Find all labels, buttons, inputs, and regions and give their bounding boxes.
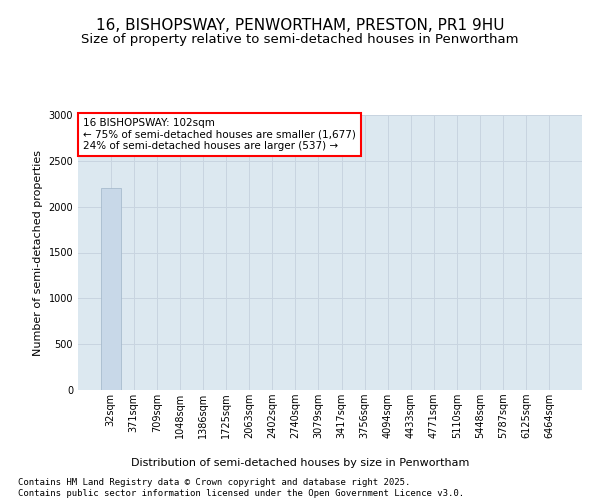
Text: 16, BISHOPSWAY, PENWORTHAM, PRESTON, PR1 9HU: 16, BISHOPSWAY, PENWORTHAM, PRESTON, PR1… — [96, 18, 504, 32]
Text: Contains HM Land Registry data © Crown copyright and database right 2025.
Contai: Contains HM Land Registry data © Crown c… — [18, 478, 464, 498]
Text: Size of property relative to semi-detached houses in Penwortham: Size of property relative to semi-detach… — [81, 32, 519, 46]
Y-axis label: Number of semi-detached properties: Number of semi-detached properties — [33, 150, 43, 356]
Text: Distribution of semi-detached houses by size in Penwortham: Distribution of semi-detached houses by … — [131, 458, 469, 468]
Bar — [101, 188, 121, 390]
Text: 16 BISHOPSWAY: 102sqm
← 75% of semi-detached houses are smaller (1,677)
24% of s: 16 BISHOPSWAY: 102sqm ← 75% of semi-deta… — [83, 118, 356, 151]
